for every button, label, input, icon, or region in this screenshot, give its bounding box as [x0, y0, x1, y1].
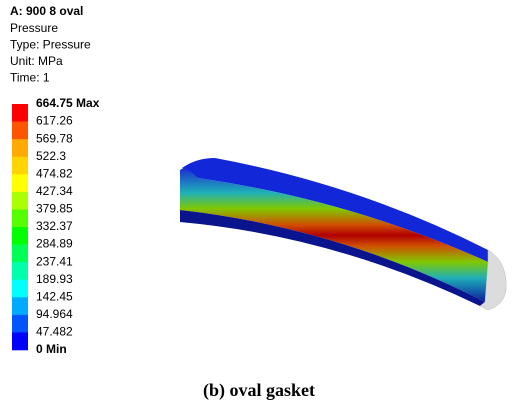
legend-label: 664.75 Max — [36, 96, 100, 110]
info-line: Type: Pressure — [10, 38, 91, 52]
info-line: Pressure — [10, 21, 58, 35]
info-line: Time: 1 — [10, 71, 50, 85]
legend-swatch — [12, 104, 28, 122]
legend-swatch — [12, 315, 28, 333]
legend-label: 427.34 — [36, 184, 73, 198]
legend-swatch — [12, 122, 28, 140]
figure: A: 900 8 oval Pressure Type: Pressure Unit… — [0, 0, 518, 409]
legend-swatch — [12, 139, 28, 157]
gasket-model — [180, 158, 506, 310]
legend-swatch — [12, 280, 28, 298]
legend-label: 474.82 — [36, 166, 73, 180]
result-title: A: 900 8 oval — [10, 4, 83, 18]
legend-label: 189.93 — [36, 272, 73, 286]
legend-swatch — [12, 227, 28, 245]
legend-label: 94.964 — [36, 307, 73, 321]
legend-swatch — [12, 332, 28, 350]
legend-swatch — [12, 174, 28, 192]
legend-label: 617.26 — [36, 114, 73, 128]
legend-swatch — [12, 157, 28, 175]
legend-label: 522.3 — [36, 149, 66, 163]
legend-swatch — [12, 209, 28, 227]
result-info: Pressure Type: Pressure Unit: MPa Time: 1 — [10, 21, 91, 85]
legend-swatch — [12, 192, 28, 210]
color-legend: 664.75 Max 617.26 569.78 522.3 474.82 427.34 3… — [12, 96, 100, 356]
legend-swatch — [12, 245, 28, 263]
legend-label: 237.41 — [36, 254, 73, 268]
legend-label: 47.482 — [36, 325, 73, 339]
legend-swatch — [12, 297, 28, 315]
legend-label: 379.85 — [36, 202, 73, 216]
legend-swatch — [12, 262, 28, 280]
info-line: Unit: MPa — [10, 54, 63, 68]
figure-caption: (b) oval gasket — [203, 380, 315, 401]
page: {"header": {"title": "A: 900 8 oval", "l… — [0, 0, 518, 409]
legend-label: 332.37 — [36, 219, 73, 233]
legend-label: 0 Min — [36, 342, 67, 356]
legend-label: 142.45 — [36, 289, 73, 303]
legend-label: 284.89 — [36, 237, 73, 251]
legend-label: 569.78 — [36, 131, 73, 145]
